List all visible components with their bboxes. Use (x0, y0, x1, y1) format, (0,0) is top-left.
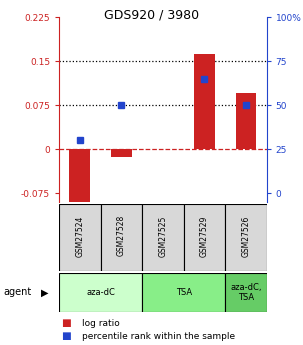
Text: GSM27529: GSM27529 (200, 215, 209, 257)
Bar (69, 149, 90, 204)
Bar (142, 273, 225, 312)
Text: TSA: TSA (175, 288, 192, 297)
Text: GSM27526: GSM27526 (241, 215, 250, 257)
Bar (225, 204, 267, 271)
Text: ■: ■ (61, 332, 70, 341)
Text: GSM27524: GSM27524 (75, 215, 84, 257)
Text: aza-dC: aza-dC (86, 288, 115, 297)
Text: ▶: ▶ (41, 287, 48, 297)
Text: log ratio: log ratio (82, 319, 120, 328)
Text: agent: agent (3, 287, 31, 297)
Bar (184, 204, 225, 271)
Text: GSM27528: GSM27528 (117, 215, 126, 256)
Bar (59, 273, 142, 312)
Bar (194, 53, 215, 149)
Bar (225, 273, 267, 312)
Text: percentile rank within the sample: percentile rank within the sample (82, 332, 235, 341)
Bar (101, 204, 142, 271)
Text: GSM27525: GSM27525 (158, 215, 167, 257)
Text: GDS920 / 3980: GDS920 / 3980 (104, 9, 199, 22)
Bar (142, 204, 184, 271)
Bar (59, 204, 101, 271)
Text: ■: ■ (61, 318, 70, 328)
Text: aza-dC,
TSA: aza-dC, TSA (230, 283, 261, 302)
Bar (111, 149, 132, 157)
Bar (235, 93, 256, 149)
